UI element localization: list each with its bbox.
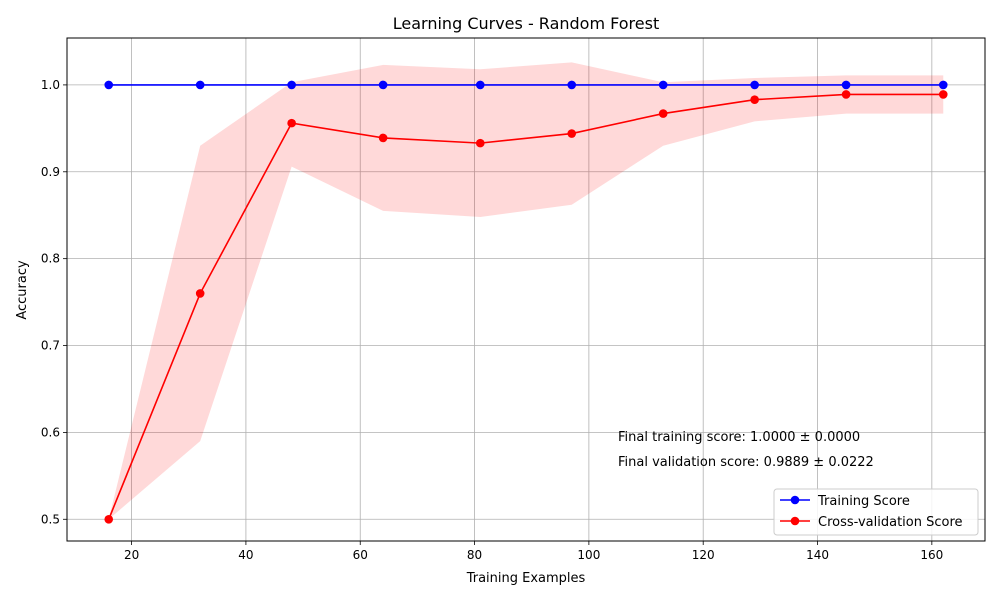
y-tick-label: 0.5 bbox=[41, 512, 60, 526]
legend: Training Score Cross-validation Score bbox=[773, 488, 979, 536]
training-score-point bbox=[287, 80, 296, 90]
y-axis-label: Accuracy bbox=[15, 260, 30, 320]
x-tick-label: 120 bbox=[692, 548, 715, 562]
training-score-point bbox=[195, 80, 205, 90]
cross-validation-score-point bbox=[195, 289, 205, 298]
x-tick-label: 140 bbox=[806, 548, 829, 562]
legend-validation-label: Cross-validation Score bbox=[818, 515, 963, 530]
cross-validation-score-point bbox=[287, 118, 296, 128]
x-axis-label: Training Examples bbox=[466, 571, 586, 586]
cross-validation-score-point bbox=[938, 90, 948, 99]
x-tick-label: 20 bbox=[124, 548, 139, 562]
training-score-point bbox=[104, 80, 114, 90]
legend-training-marker bbox=[790, 495, 800, 505]
cross-validation-score-point bbox=[750, 95, 759, 104]
confidence-bands bbox=[108, 62, 944, 520]
y-tick-label: 0.8 bbox=[41, 252, 60, 266]
training-score-point bbox=[750, 80, 759, 90]
cross-validation-score-point bbox=[658, 109, 668, 118]
series-markers bbox=[104, 80, 948, 524]
legend-training-label: Training Score bbox=[817, 494, 910, 509]
legend-validation-marker bbox=[790, 516, 800, 526]
x-tick-label: 60 bbox=[353, 548, 368, 562]
cross-validation-score-band bbox=[108, 62, 944, 520]
training-score-point bbox=[567, 80, 577, 90]
x-tick-label: 40 bbox=[238, 548, 253, 562]
y-tick-label: 0.9 bbox=[41, 165, 60, 179]
y-tick-label: 1.0 bbox=[41, 78, 60, 92]
x-tick-label: 80 bbox=[467, 548, 482, 562]
training-score-point bbox=[841, 80, 851, 90]
x-axis-ticks: 20 40 60 80 100 120 140 160 bbox=[124, 541, 943, 562]
legend-box bbox=[773, 488, 979, 536]
y-tick-label: 0.6 bbox=[41, 425, 60, 439]
training-score-point bbox=[658, 80, 668, 90]
cross-validation-score-point bbox=[475, 138, 485, 148]
training-score-point bbox=[475, 80, 485, 90]
cross-validation-score-point bbox=[567, 129, 577, 138]
plot-frame bbox=[66, 37, 986, 542]
final-validation-score-annotation: Final validation score: 0.9889 ± 0.0222 bbox=[618, 455, 874, 470]
y-tick-label: 0.7 bbox=[41, 339, 60, 353]
x-tick-label: 100 bbox=[577, 548, 600, 562]
cross-validation-score-point bbox=[104, 514, 114, 524]
series-lines bbox=[107, 84, 944, 520]
x-tick-label: 160 bbox=[920, 548, 943, 562]
cross-validation-score-point bbox=[841, 90, 851, 99]
final-training-score-annotation: Final training score: 1.0000 ± 0.0000 bbox=[618, 430, 860, 445]
y-axis-ticks: 0.5 0.6 0.7 0.8 0.9 1.0 bbox=[41, 78, 67, 526]
chart-title: Learning Curves - Random Forest bbox=[393, 14, 659, 33]
training-score-point bbox=[938, 80, 948, 90]
training-score-point bbox=[378, 80, 388, 90]
cross-validation-score-point bbox=[378, 133, 388, 143]
cross-validation-score-line bbox=[107, 93, 944, 520]
